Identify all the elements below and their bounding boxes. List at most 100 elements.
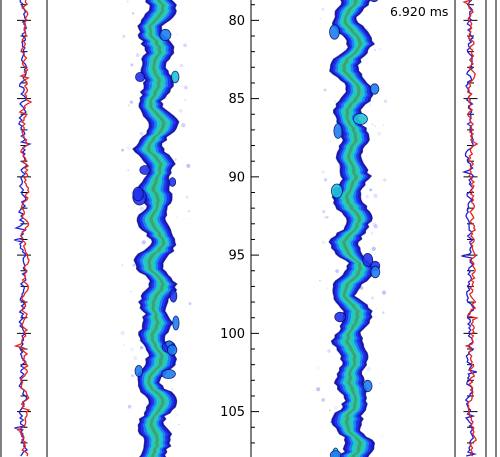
speckle (370, 231, 374, 235)
speckle (122, 34, 126, 38)
speckle (129, 100, 133, 104)
speckle (321, 7, 325, 11)
speckle (323, 178, 328, 182)
filament-blob (159, 28, 172, 42)
speckle (120, 330, 125, 336)
filament-blob (362, 379, 373, 393)
profile-curve-a (13, 0, 33, 457)
profile-curve-a (462, 0, 479, 457)
tick-label: 100 (220, 327, 245, 342)
speckle (369, 104, 371, 106)
speckle (329, 140, 332, 143)
tick-label: 105 (220, 405, 245, 420)
speckle (188, 218, 191, 220)
tick-label: 90 (228, 170, 245, 185)
speckle (383, 124, 385, 126)
speckle (121, 264, 124, 267)
speckle (130, 63, 134, 67)
filament-blob (329, 450, 342, 457)
speckle (335, 269, 339, 273)
speckle (186, 163, 191, 168)
speckle (331, 7, 333, 9)
speckle (381, 434, 384, 437)
speckle (141, 240, 146, 245)
speckle (373, 224, 378, 229)
speckle (326, 216, 329, 219)
speckle (326, 287, 328, 289)
speckle (379, 382, 381, 385)
speckle (316, 387, 321, 392)
speckle (373, 193, 378, 198)
filament-blob (132, 186, 144, 202)
filament-blob (362, 252, 374, 267)
speckle (176, 33, 179, 36)
speckle (132, 263, 136, 267)
speckle (384, 354, 386, 356)
speckle (321, 170, 325, 175)
speckle (135, 53, 140, 57)
filament-layer-5 (146, 0, 166, 457)
left-profile-strip (0, 0, 48, 457)
speckle (172, 23, 174, 25)
filament-edge (328, 0, 351, 457)
speckle (371, 123, 374, 125)
speckle (327, 349, 331, 353)
filament-blob (170, 70, 180, 84)
speckle (127, 70, 130, 72)
speckle (322, 210, 326, 214)
speckle (371, 246, 376, 251)
speckle (130, 347, 135, 352)
speckle (382, 311, 385, 314)
speckle (323, 88, 327, 92)
speckle (131, 374, 134, 378)
speckle (188, 210, 191, 213)
speckle (180, 63, 184, 68)
speckle (134, 83, 136, 85)
filament-blob (169, 289, 178, 303)
speckle (382, 179, 384, 181)
speckle (144, 403, 148, 406)
center-y-axis: 80 85 90 95 100 105 (220, 0, 259, 457)
speckle (374, 49, 376, 51)
speckle (319, 279, 321, 282)
speckle (184, 99, 186, 101)
speckle (126, 0, 129, 3)
speckle (329, 409, 331, 412)
speckle (319, 18, 321, 20)
speckle (383, 99, 388, 104)
speckle (188, 302, 192, 306)
speckle (132, 12, 135, 15)
filament-blob (168, 177, 177, 187)
speckle (321, 240, 326, 245)
speckle (166, 96, 168, 98)
speckle (127, 169, 129, 171)
speckle (372, 282, 374, 284)
filament-blob (329, 24, 340, 40)
tick-label: 85 (228, 92, 245, 107)
speckle (316, 366, 320, 370)
speckle (377, 131, 382, 136)
speckle (381, 290, 387, 295)
filament-blob (352, 113, 368, 126)
speckle (371, 296, 375, 300)
speckle (369, 188, 373, 192)
filament-blob (167, 344, 178, 356)
speckle (183, 43, 187, 48)
speckle (383, 178, 387, 182)
tick-label: 80 (228, 14, 245, 29)
speckle (366, 366, 371, 372)
filament-blob (161, 368, 176, 379)
speckle (169, 421, 172, 423)
filament-blob (333, 123, 343, 139)
filament-blob (330, 183, 343, 199)
speckle (324, 216, 328, 219)
speckle (176, 216, 178, 218)
speckle (188, 40, 190, 42)
speckle (321, 398, 326, 402)
tick-label: 95 (228, 249, 245, 264)
speckle (365, 195, 369, 199)
image-panel-left (120, 0, 192, 457)
filament-blob (172, 315, 180, 331)
speckle (178, 423, 180, 426)
